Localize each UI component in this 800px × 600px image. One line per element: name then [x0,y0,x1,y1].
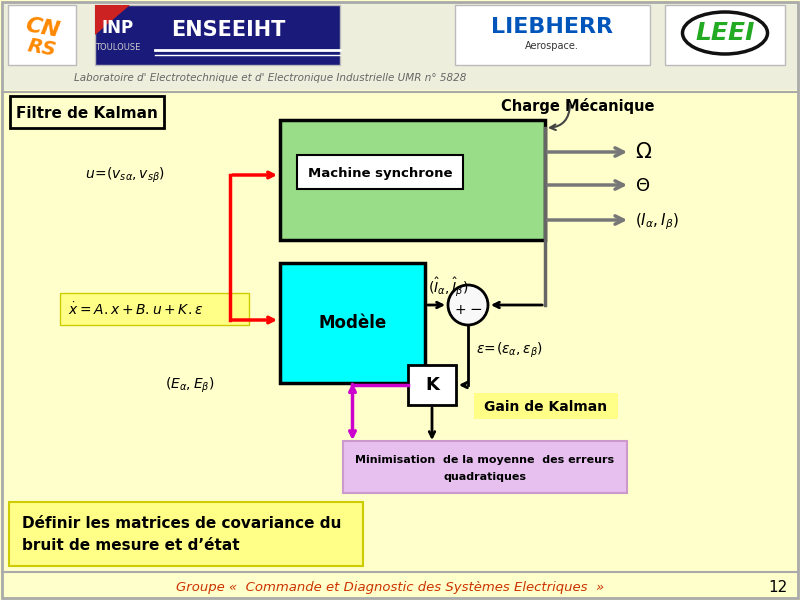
Text: bruit de mesure et d’état: bruit de mesure et d’état [22,538,240,553]
Text: −: − [470,302,482,317]
Text: $(I_{\alpha},I_{\beta})$: $(I_{\alpha},I_{\beta})$ [635,212,679,232]
FancyBboxPatch shape [8,5,76,65]
FancyBboxPatch shape [10,96,164,128]
FancyBboxPatch shape [297,155,463,189]
Text: Filtre de Kalman: Filtre de Kalman [16,107,158,121]
Text: Machine synchrone: Machine synchrone [308,166,452,179]
FancyBboxPatch shape [665,5,785,65]
Text: LIEBHERR: LIEBHERR [491,17,613,37]
Text: Laboratoire d' Electrotechnique et d' Electronique Industrielle UMR n° 5828: Laboratoire d' Electrotechnique et d' El… [74,73,466,83]
FancyBboxPatch shape [280,120,545,240]
Text: $\dot{x}=A.x+B.u+K.\varepsilon$: $\dot{x}=A.x+B.u+K.\varepsilon$ [68,302,203,319]
Text: Définir les matrices de covariance du: Définir les matrices de covariance du [22,517,342,532]
Text: $u\!=\!(v_{s\alpha},v_{s\beta})$: $u\!=\!(v_{s\alpha},v_{s\beta})$ [85,166,165,185]
Text: ENSEEIHT: ENSEEIHT [171,20,285,40]
Text: Modèle: Modèle [318,314,386,332]
FancyBboxPatch shape [280,263,425,383]
Text: +: + [454,303,466,317]
Text: $\Omega$: $\Omega$ [635,142,652,162]
FancyBboxPatch shape [474,393,618,419]
FancyBboxPatch shape [95,5,340,65]
Text: CN: CN [23,15,61,41]
Text: $(E_{\alpha},E_{\beta})$: $(E_{\alpha},E_{\beta})$ [165,376,214,395]
Polygon shape [95,5,130,35]
FancyBboxPatch shape [408,365,456,405]
Text: INP: INP [102,19,134,37]
Text: Minimisation  de la moyenne  des erreurs: Minimisation de la moyenne des erreurs [355,455,614,465]
FancyBboxPatch shape [2,2,798,90]
FancyBboxPatch shape [60,293,249,325]
FancyBboxPatch shape [343,441,627,493]
Text: $(\hat{I}_{\alpha},\hat{I}_{\beta})$: $(\hat{I}_{\alpha},\hat{I}_{\beta})$ [428,275,469,299]
Text: $\varepsilon\!=\!(\varepsilon_{\alpha},\varepsilon_{\beta})$: $\varepsilon\!=\!(\varepsilon_{\alpha},\… [476,340,543,359]
Text: TOULOUSE: TOULOUSE [95,43,141,52]
Text: RS: RS [26,36,58,60]
Text: Charge Mécanique: Charge Mécanique [502,98,654,114]
Text: K: K [425,376,439,394]
Text: Aerospace.: Aerospace. [525,41,579,51]
Text: 12: 12 [768,580,788,595]
FancyBboxPatch shape [9,502,363,566]
Text: quadratiques: quadratiques [443,472,526,482]
Text: LEEI: LEEI [695,21,754,45]
Text: Gain de Kalman: Gain de Kalman [485,400,607,414]
Circle shape [448,285,488,325]
FancyBboxPatch shape [455,5,650,65]
Text: $\Theta$: $\Theta$ [635,177,650,195]
Text: Groupe «  Commande et Diagnostic des Systèmes Electriques  »: Groupe « Commande et Diagnostic des Syst… [176,581,604,593]
